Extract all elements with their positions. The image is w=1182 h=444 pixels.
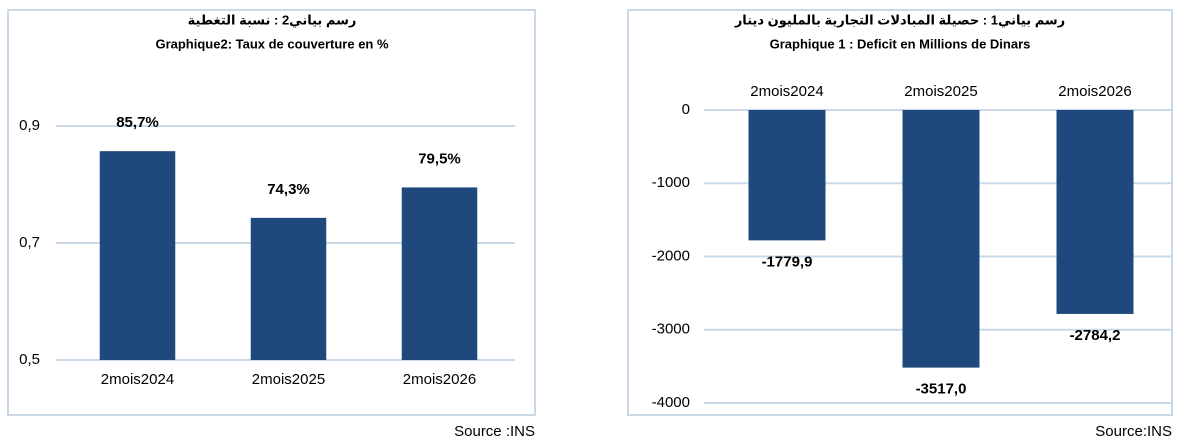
chart-frame	[7, 9, 536, 416]
chart-subtitle: Graphique 1 : Deficit en Millions de Din…	[770, 36, 1031, 51]
y-tick-label: -1000	[652, 174, 690, 191]
y-tick-label: 0,5	[19, 351, 40, 368]
source-note: Source:INS	[1095, 423, 1172, 440]
x-tick-label: 2mois2025	[252, 371, 325, 388]
bar	[99, 151, 176, 360]
value-label: -2784,2	[1070, 327, 1121, 344]
y-tick-label: -2000	[652, 247, 690, 264]
value-label: 74,3%	[267, 181, 310, 198]
y-tick-label: 0,9	[19, 117, 40, 134]
chart-frame	[627, 9, 1173, 416]
x-tick-label: 2mois2024	[101, 371, 174, 388]
value-label: 79,5%	[418, 150, 461, 167]
x-tick-label: 2mois2026	[403, 371, 476, 388]
x-tick-label: 2mois2024	[750, 83, 823, 100]
x-tick-label: 2mois2025	[904, 83, 977, 100]
y-tick-label: 0	[682, 101, 690, 118]
y-tick-label: -3000	[652, 321, 690, 338]
bar	[401, 187, 478, 360]
bar	[748, 110, 826, 241]
value-label: -1779,9	[762, 253, 813, 270]
y-tick-label: -4000	[652, 394, 690, 411]
chart-title: رسم بياني1 : حصيلة المبادلات التجارية با…	[734, 12, 1065, 27]
source-note: Source :INS	[454, 423, 535, 440]
x-tick-label: 2mois2026	[1058, 83, 1131, 100]
value-label: 85,7%	[116, 114, 159, 131]
chart-subtitle: Graphique2: Taux de couverture en %	[155, 36, 389, 51]
y-tick-label: 0,7	[19, 234, 40, 251]
value-label: -3517,0	[916, 381, 967, 398]
bar	[250, 217, 327, 360]
chart-title: رسم بياني2 : نسبة التغطية	[188, 12, 357, 27]
bar	[902, 110, 980, 368]
bar	[1056, 110, 1134, 314]
